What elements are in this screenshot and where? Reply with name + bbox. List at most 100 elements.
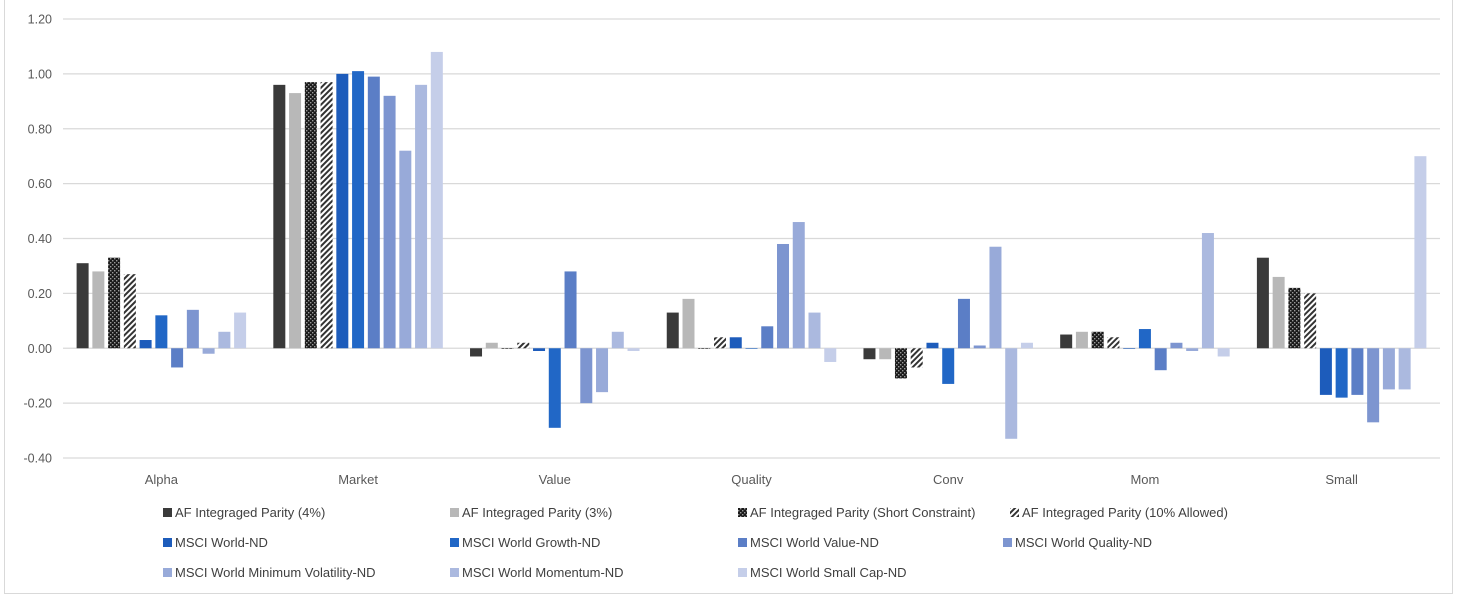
legend-label: AF Integraged Parity (10% Allowed)	[1022, 505, 1228, 520]
bar-group-market	[273, 51, 443, 349]
y-tick-label: 0.80	[28, 122, 52, 136]
legend-swatch	[163, 508, 172, 517]
y-axis: 1.20 1.00 0.80 0.60 0.40 0.20 0.00 -0.20 -0.40	[24, 13, 53, 466]
bar-quality-series-7	[777, 243, 789, 349]
bar-mom-series-10	[1217, 348, 1230, 357]
bar-conv-series-0	[863, 348, 876, 360]
bar-conv-series-10	[1020, 342, 1033, 349]
bar-alpha-series-10	[234, 312, 247, 349]
bar-small-series-9	[1398, 348, 1411, 390]
bar-small-series-1	[1272, 276, 1285, 349]
bar-group-small	[1256, 156, 1427, 423]
bar-quality-series-4	[729, 337, 742, 349]
bar-conv-series-8	[989, 246, 1002, 349]
bar-value-series-0	[470, 348, 483, 357]
x-category-label: Quality	[731, 472, 772, 487]
legend-item[interactable]: MSCI World Momentum-ND	[450, 565, 624, 580]
bar-mom-series-1	[1075, 331, 1088, 349]
bar-alpha-series-9	[218, 331, 231, 349]
bar-quality-series-3	[714, 337, 726, 349]
bar-small-series-4	[1319, 348, 1332, 395]
bar-mom-series-9	[1201, 233, 1214, 349]
legend-label: MSCI World Growth-ND	[462, 535, 600, 550]
bar-alpha-series-4	[139, 340, 152, 349]
x-category-label: Small	[1325, 472, 1358, 487]
bar-quality-series-0	[666, 312, 679, 349]
legend-label: MSCI World Quality-ND	[1015, 535, 1152, 550]
legend-swatch	[738, 508, 747, 517]
bar-alpha-series-8	[202, 348, 215, 354]
legend-label: AF Integraged Parity (3%)	[462, 505, 612, 520]
legend-item[interactable]: MSCI World Quality-ND	[1003, 535, 1152, 550]
bar-mom-series-7	[1170, 342, 1183, 349]
bar-value-series-5	[548, 348, 561, 428]
bar-mom-series-6	[1154, 348, 1167, 371]
bar-value-series-1	[485, 342, 498, 349]
legend-item[interactable]: AF Integraged Parity (10% Allowed)	[1010, 505, 1228, 520]
bar-alpha-series-1	[92, 271, 105, 349]
bars	[76, 51, 1427, 439]
bar-conv-series-3	[910, 348, 923, 368]
legend-item[interactable]: AF Integraged Parity (4%)	[163, 505, 325, 520]
legend-label: MSCI World Value-ND	[750, 535, 879, 550]
y-tick-label: 1.20	[28, 13, 52, 27]
legend: AF Integraged Parity (4%) AF Integraged P…	[163, 505, 1228, 580]
bar-market-series-9	[415, 84, 428, 349]
legend-swatch	[163, 538, 172, 547]
bar-conv-series-9	[1005, 348, 1018, 439]
bar-conv-series-7	[973, 345, 986, 349]
bar-group-conv	[863, 246, 1033, 439]
legend-item[interactable]: MSCI World Minimum Volatility-ND	[163, 565, 376, 580]
legend-swatch	[738, 568, 747, 577]
bar-mom-series-5	[1138, 329, 1151, 349]
bar-mom-series-8	[1186, 348, 1199, 351]
bar-small-series-7	[1367, 348, 1380, 423]
legend-label: MSCI World Small Cap-ND	[750, 565, 907, 580]
bar-small-series-3	[1304, 293, 1317, 349]
bar-group-quality	[666, 222, 837, 362]
bar-market-series-7	[383, 95, 396, 349]
legend-item[interactable]: MSCI World Growth-ND	[450, 535, 600, 550]
bar-alpha-series-2	[108, 257, 121, 349]
legend-item[interactable]: MSCI World Value-ND	[738, 535, 879, 550]
bar-quality-series-9	[808, 312, 821, 349]
x-category-label: Market	[338, 472, 378, 487]
bar-market-series-1	[289, 93, 302, 349]
legend-item[interactable]: AF Integraged Parity (3%)	[450, 505, 612, 520]
x-category-label: Alpha	[145, 472, 179, 487]
y-tick-label: 0.40	[28, 232, 52, 246]
bar-quality-series-8	[792, 222, 805, 349]
bar-mom-series-4	[1123, 348, 1136, 349]
legend-label: MSCI World Minimum Volatility-ND	[175, 565, 376, 580]
bar-market-series-2	[304, 82, 317, 349]
bar-market-series-10	[430, 51, 443, 349]
bar-conv-series-6	[957, 298, 970, 349]
legend-swatch	[450, 508, 459, 517]
legend-item[interactable]: MSCI World Small Cap-ND	[738, 565, 907, 580]
bar-market-series-6	[367, 76, 380, 349]
y-tick-label: 0.60	[28, 177, 52, 191]
bar-alpha-series-3	[123, 274, 136, 349]
bar-small-series-0	[1256, 257, 1269, 349]
legend-swatch	[1010, 508, 1019, 517]
bar-value-series-2	[501, 348, 514, 349]
bar-mom-series-2	[1091, 331, 1104, 349]
bar-value-series-7	[580, 348, 593, 404]
bar-quality-series-6	[761, 326, 774, 349]
bar-alpha-series-6	[171, 348, 184, 368]
bar-market-series-8	[399, 150, 412, 349]
bar-mom-series-0	[1060, 334, 1073, 349]
bar-mom-series-3	[1107, 337, 1120, 349]
legend-label: MSCI World-ND	[175, 535, 268, 550]
bar-small-series-2	[1288, 287, 1301, 349]
y-tick-label: 0.00	[28, 342, 52, 356]
bar-quality-series-10	[824, 348, 837, 362]
bar-small-series-10	[1414, 156, 1427, 349]
bar-conv-series-4	[926, 342, 939, 349]
gridlines	[63, 18, 1440, 459]
legend-label: AF Integraged Parity (Short Constraint)	[750, 505, 975, 520]
bar-value-series-8	[596, 348, 609, 393]
legend-item[interactable]: MSCI World-ND	[163, 535, 268, 550]
legend-item[interactable]: AF Integraged Parity (Short Constraint)	[738, 505, 975, 520]
